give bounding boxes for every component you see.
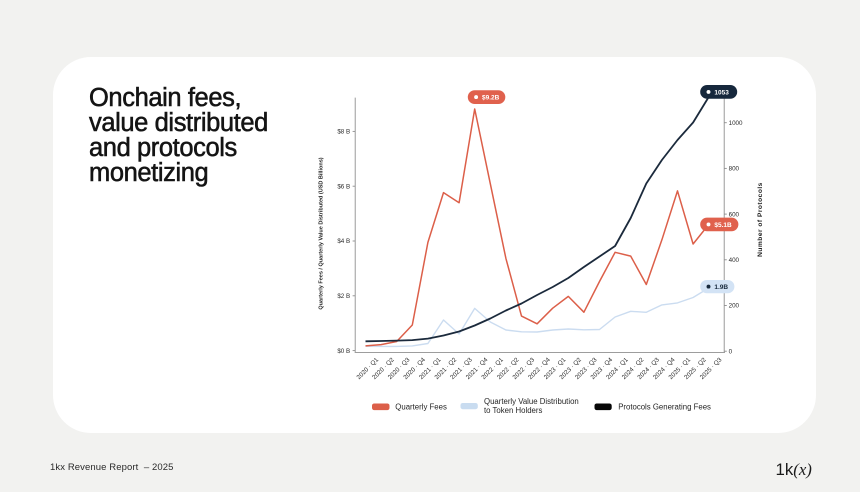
- svg-text:1053: 1053: [714, 89, 729, 96]
- svg-text:1000: 1000: [729, 120, 743, 127]
- svg-text:0: 0: [729, 348, 733, 355]
- svg-text:600: 600: [729, 211, 740, 218]
- svg-text:Quarterly Fees / Quarterly Val: Quarterly Fees / Quarterly Value Distrib…: [319, 157, 325, 309]
- svg-text:$9.2B: $9.2B: [482, 95, 500, 102]
- svg-text:$2 B: $2 B: [337, 293, 350, 300]
- svg-text:to Token Holders: to Token Holders: [484, 406, 542, 415]
- svg-text:Number of Protocols: Number of Protocols: [757, 182, 764, 257]
- svg-text:400: 400: [729, 257, 740, 264]
- svg-text:$0 B: $0 B: [337, 348, 350, 355]
- svg-text:1.9B: 1.9B: [714, 284, 728, 291]
- svg-text:$4 B: $4 B: [337, 238, 350, 245]
- svg-text:$5.1B: $5.1B: [714, 222, 732, 229]
- svg-text:$6 B: $6 B: [337, 183, 350, 190]
- svg-text:$8 B: $8 B: [337, 129, 350, 136]
- svg-text:Quarterly Value Distribution: Quarterly Value Distribution: [484, 397, 579, 406]
- svg-text:Quarterly Fees: Quarterly Fees: [395, 402, 447, 411]
- svg-text:200: 200: [729, 303, 740, 310]
- svg-text:Protocols Generating Fees: Protocols Generating Fees: [618, 402, 711, 411]
- svg-text:800: 800: [729, 166, 740, 173]
